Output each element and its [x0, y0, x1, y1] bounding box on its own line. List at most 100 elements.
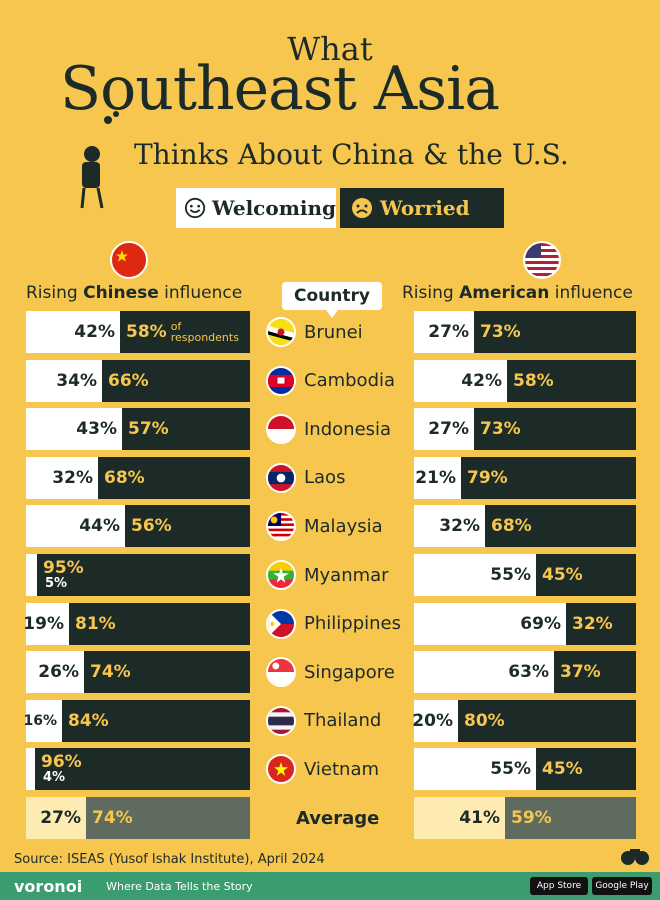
- worried-segment: 74%: [86, 797, 250, 839]
- country-label-singapore: Singapore: [266, 651, 416, 693]
- us-bar-cambodia: 42% 58%: [414, 359, 636, 402]
- country-label-cambodia: Cambodia: [266, 360, 416, 402]
- welcoming-segment: 32%: [414, 505, 485, 548]
- respondents-note: of respondents: [170, 320, 239, 344]
- welcoming-segment: 44%: [26, 505, 125, 548]
- legend-worried: Worried: [340, 188, 504, 228]
- worried-segment: 73%: [474, 408, 636, 451]
- welcoming-segment: 26%: [26, 651, 84, 694]
- vietnam-flag-icon: [266, 754, 296, 785]
- smile-icon: [184, 197, 206, 219]
- us-bar-malaysia: 32% 68%: [414, 505, 636, 548]
- us-bar-brunei: 27% 73%: [414, 311, 636, 353]
- china-flag-icon: [110, 241, 148, 279]
- country-label-indonesia: Indonesia: [266, 408, 416, 450]
- us-header-bold: American: [459, 283, 550, 303]
- country-name: Malaysia: [304, 515, 383, 537]
- app-store-badge[interactable]: App Store: [530, 877, 588, 895]
- us-header-prefix: Rising: [402, 283, 460, 303]
- welcoming-segment: 21%: [414, 456, 461, 499]
- country-label-laos: Laos: [266, 457, 416, 499]
- country-label-vietnam: Vietnam: [266, 748, 416, 790]
- legend-welcoming: Welcoming: [176, 188, 336, 228]
- welcoming-value-label: 16%: [23, 712, 57, 729]
- country-name: Philippines: [304, 613, 401, 635]
- title-main: Southeast Asia: [60, 54, 500, 124]
- legend-worried-label: Worried: [380, 196, 470, 220]
- us-flag-icon: [523, 241, 561, 279]
- worried-segment: 73%: [474, 311, 636, 353]
- worried-segment: 58%: [507, 359, 636, 402]
- worried-value-label: 74%: [90, 662, 131, 683]
- welcoming-segment: 27%: [414, 311, 474, 353]
- china-header-bold: Chinese: [83, 283, 159, 303]
- welcoming-segment: 55%: [414, 554, 536, 596]
- welcoming-value-label: 32%: [439, 516, 480, 537]
- welcoming-segment: 41%: [414, 797, 505, 839]
- thailand-flag-icon: [266, 705, 296, 736]
- china-bar-vietnam: 96% 4%: [26, 748, 250, 791]
- country-column-header: Country: [282, 282, 382, 318]
- worried-value-label: 59%: [511, 808, 552, 828]
- welcoming-value-label: 27%: [428, 419, 469, 440]
- country-label-brunei: Brunei: [266, 311, 416, 353]
- welcoming-segment: 34%: [26, 359, 102, 402]
- google-play-badge[interactable]: Google Play: [592, 877, 652, 895]
- welcoming-value-label: 69%: [520, 613, 561, 634]
- welcoming-segment: 27%: [26, 797, 86, 839]
- worried-value-label: 58%: [513, 370, 554, 391]
- welcoming-segment: 63%: [414, 651, 554, 694]
- china-bar-singapore: 26% 74%: [26, 651, 250, 694]
- title-what: What: [287, 30, 373, 68]
- worried-segment: 66%: [102, 359, 250, 402]
- china-bar-myanmar: 95% 5%: [26, 554, 250, 596]
- us-bar-singapore: 63% 37%: [414, 651, 636, 694]
- worried-segment: 32%: [566, 602, 636, 645]
- welcoming-segment: 69%: [414, 602, 566, 645]
- worried-value-label: 45%: [542, 565, 583, 585]
- welcoming-value-label: 27%: [40, 808, 81, 828]
- worried-value-label: 68%: [491, 516, 532, 537]
- worried-segment: 68%: [98, 456, 250, 499]
- us-bar-vietnam: 55% 45%: [414, 748, 636, 791]
- worried-value-label: 56%: [131, 516, 172, 537]
- footer-tagline: Where Data Tells the Story: [106, 879, 253, 893]
- welcoming-segment: 42%: [414, 359, 507, 402]
- welcoming-segment: 19%: [23, 602, 69, 645]
- china-bar-brunei: 42% 58% of respondents: [26, 311, 250, 353]
- welcoming-value-label: 27%: [428, 322, 469, 342]
- country-label-malaysia: Malaysia: [266, 505, 416, 547]
- us-bar-thailand: 20% 80%: [412, 699, 636, 742]
- welcoming-segment: [26, 748, 35, 791]
- worried-segment: 45%: [536, 554, 636, 596]
- welcoming-value-label: 43%: [76, 419, 117, 440]
- welcoming-value-label: 21%: [415, 467, 456, 488]
- worried-segment: 57%: [122, 408, 250, 451]
- us-bar-average: 41% 59%: [414, 797, 636, 839]
- us-bar-philippines: 69% 32%: [414, 602, 636, 645]
- country-name: Average: [296, 807, 380, 829]
- worried-segment: 79%: [461, 456, 636, 499]
- worried-segment: 80%: [458, 699, 636, 742]
- welcoming-value-label: 55%: [490, 565, 531, 585]
- worried-value-label: 95%: [43, 558, 84, 578]
- myanmar-flag-icon: [266, 560, 296, 590]
- voronoi-logo[interactable]: voronoi: [14, 876, 83, 896]
- china-bar-average: 27% 74%: [26, 797, 250, 839]
- legend-welcoming-label: Welcoming: [212, 196, 336, 220]
- china-bar-indonesia: 43% 57%: [26, 408, 250, 451]
- worried-segment: 96% 4%: [35, 748, 250, 791]
- binoculars-icon: [621, 849, 649, 865]
- welcoming-value-label: 63%: [508, 662, 549, 683]
- china-bar-cambodia: 34% 66%: [26, 359, 250, 402]
- worried-segment: 56%: [125, 505, 250, 548]
- us-bar-indonesia: 27% 73%: [414, 408, 636, 451]
- china-bar-philippines: 19% 81%: [23, 602, 250, 645]
- us-header-suffix: influence: [549, 283, 633, 303]
- welcoming-value-label: 44%: [79, 516, 120, 537]
- worried-value-label: 80%: [464, 710, 505, 731]
- welcoming-value-label: 19%: [23, 613, 64, 634]
- country-name: Indonesia: [304, 418, 392, 440]
- welcoming-value-label: 32%: [52, 467, 93, 488]
- worried-segment: 84%: [62, 699, 250, 742]
